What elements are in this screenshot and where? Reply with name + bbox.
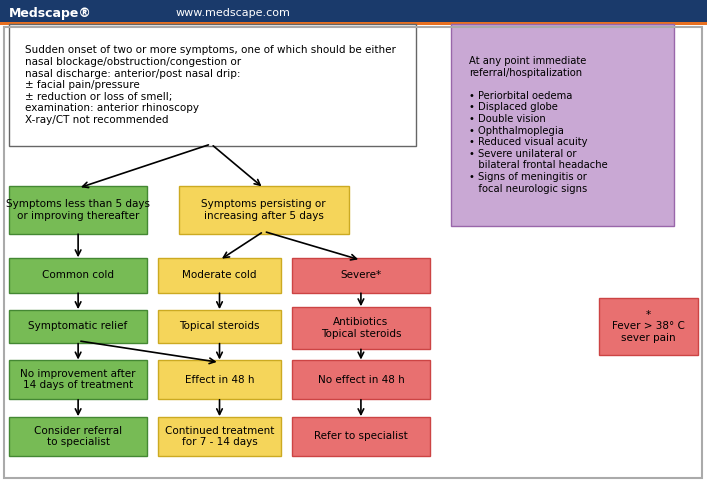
Text: Symptoms less than 5 days
or improving thereafter: Symptoms less than 5 days or improving t… [6,199,150,221]
FancyBboxPatch shape [158,417,281,456]
FancyBboxPatch shape [0,22,707,25]
FancyBboxPatch shape [292,360,430,399]
FancyBboxPatch shape [9,24,416,146]
FancyBboxPatch shape [0,0,707,22]
FancyBboxPatch shape [158,310,281,343]
FancyBboxPatch shape [9,258,147,293]
Text: Symptomatic relief: Symptomatic relief [28,322,128,331]
FancyBboxPatch shape [158,258,281,293]
Text: Common cold: Common cold [42,270,114,280]
Text: Topical steroids: Topical steroids [180,322,259,331]
Text: www.medscape.com: www.medscape.com [176,8,291,18]
Text: Sudden onset of two or more symptoms, one of which should be either
nasal blocka: Sudden onset of two or more symptoms, on… [25,46,397,125]
Text: Symptoms persisting or
increasing after 5 days: Symptoms persisting or increasing after … [201,199,326,221]
FancyBboxPatch shape [292,417,430,456]
FancyBboxPatch shape [9,360,147,399]
Text: Medscape®: Medscape® [8,7,91,20]
FancyBboxPatch shape [292,258,430,293]
Text: Antibiotics
Topical steroids: Antibiotics Topical steroids [321,317,401,339]
FancyBboxPatch shape [158,360,281,399]
Text: Effect in 48 h: Effect in 48 h [185,375,255,384]
Text: No improvement after
14 days of treatment: No improvement after 14 days of treatmen… [21,369,136,391]
FancyBboxPatch shape [451,24,674,226]
Text: *
Fever > 38° C
sever pain: * Fever > 38° C sever pain [612,310,685,343]
FancyBboxPatch shape [179,186,349,234]
Text: At any point immediate
referral/hospitalization

• Periorbital oedema
• Displace: At any point immediate referral/hospital… [469,56,607,193]
FancyBboxPatch shape [9,310,147,343]
Text: No effect in 48 h: No effect in 48 h [317,375,404,384]
Text: Refer to specialist: Refer to specialist [314,432,408,441]
FancyBboxPatch shape [599,298,698,355]
FancyBboxPatch shape [292,307,430,349]
Text: Severe*: Severe* [340,270,382,280]
Text: Consider referral
to specialist: Consider referral to specialist [34,425,122,447]
Text: Moderate cold: Moderate cold [182,270,257,280]
FancyBboxPatch shape [9,186,147,234]
Text: Continued treatment
for 7 - 14 days: Continued treatment for 7 - 14 days [165,425,274,447]
FancyBboxPatch shape [9,417,147,456]
